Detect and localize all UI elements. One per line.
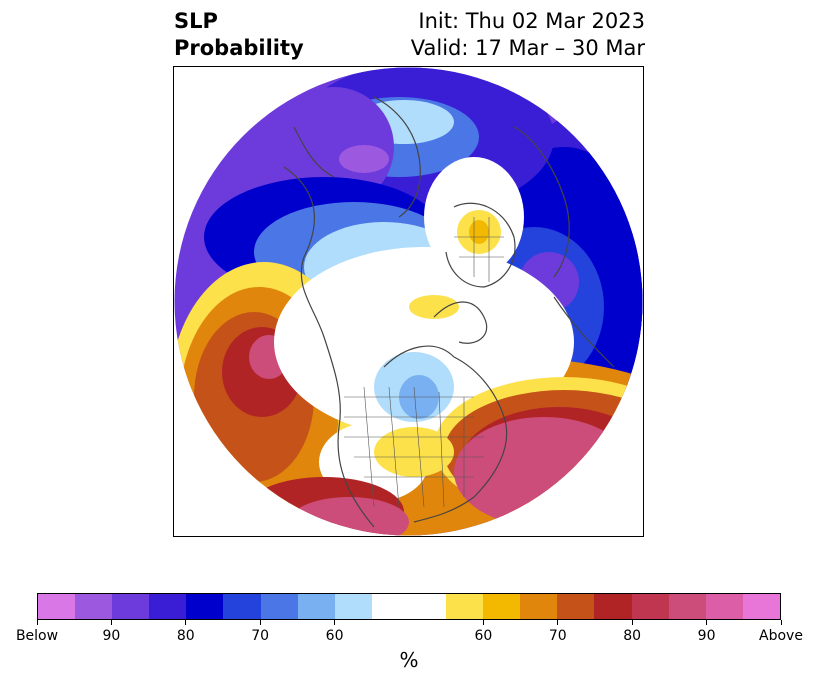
forecast-dates: Init: Thu 02 Mar 2023 Valid: 17 Mar – 30… <box>411 8 645 62</box>
colorbar-segment <box>75 594 113 619</box>
init-date: Init: Thu 02 Mar 2023 <box>418 9 645 33</box>
colorbar-tick-label: 80 <box>623 628 642 644</box>
colorbar-segment <box>557 594 595 619</box>
colorbar-tick <box>185 620 187 625</box>
colorbar-tick-label: Below <box>15 628 59 644</box>
colorbar-segment <box>446 594 484 619</box>
colorbar-segment <box>260 594 298 619</box>
polar-map <box>174 67 643 536</box>
colorbar-segment <box>371 594 409 619</box>
valid-dates: Valid: 17 Mar – 30 Mar <box>410 36 645 60</box>
colorbar-tick <box>706 620 708 625</box>
colorbar-tick <box>780 620 782 625</box>
map-panel <box>173 66 644 537</box>
colorbar-tick-label: 60 <box>325 628 344 644</box>
colorbar-segment <box>668 594 706 619</box>
colorbar-segment <box>705 594 743 619</box>
colorbar-segment <box>742 594 780 619</box>
colorbar-segment <box>223 594 261 619</box>
colorbar-tick-label: 90 <box>102 628 121 644</box>
probability-shading <box>174 67 643 536</box>
colorbar-tick <box>482 620 484 625</box>
colorbar-segment <box>594 594 632 619</box>
colorbar-tick <box>259 620 261 625</box>
colorbar-tick-label: 70 <box>251 628 270 644</box>
chart-title: SLP Probability <box>174 8 304 62</box>
colorbar <box>37 593 781 620</box>
colorbar-tick <box>110 620 112 625</box>
colorbar-segment <box>112 594 150 619</box>
colorbar-tick-label: 90 <box>697 628 716 644</box>
colorbar-unit: % <box>399 648 419 672</box>
colorbar-segment <box>38 594 76 619</box>
colorbar-segment <box>408 594 447 619</box>
colorbar-segment <box>297 594 335 619</box>
colorbar-tick-label: 80 <box>176 628 195 644</box>
colorbar-segment <box>334 594 372 619</box>
state-borders <box>344 217 504 508</box>
colorbar-tick <box>557 620 559 625</box>
colorbar-segment <box>149 594 187 619</box>
colorbar-segment <box>631 594 669 619</box>
colorbar-tick-label: 70 <box>548 628 567 644</box>
title-line-1: SLP <box>174 9 218 33</box>
colorbar-tick <box>36 620 38 625</box>
colorbar-segment <box>483 594 521 619</box>
colorbar-segment <box>520 594 558 619</box>
coastlines <box>283 96 615 528</box>
colorbar-tick-label: Above <box>759 628 803 644</box>
title-line-2: Probability <box>174 36 304 60</box>
colorbar-tick-label: 60 <box>474 628 493 644</box>
colorbar-tick <box>631 620 633 625</box>
colorbar-segment <box>186 594 224 619</box>
colorbar-tick <box>334 620 336 625</box>
